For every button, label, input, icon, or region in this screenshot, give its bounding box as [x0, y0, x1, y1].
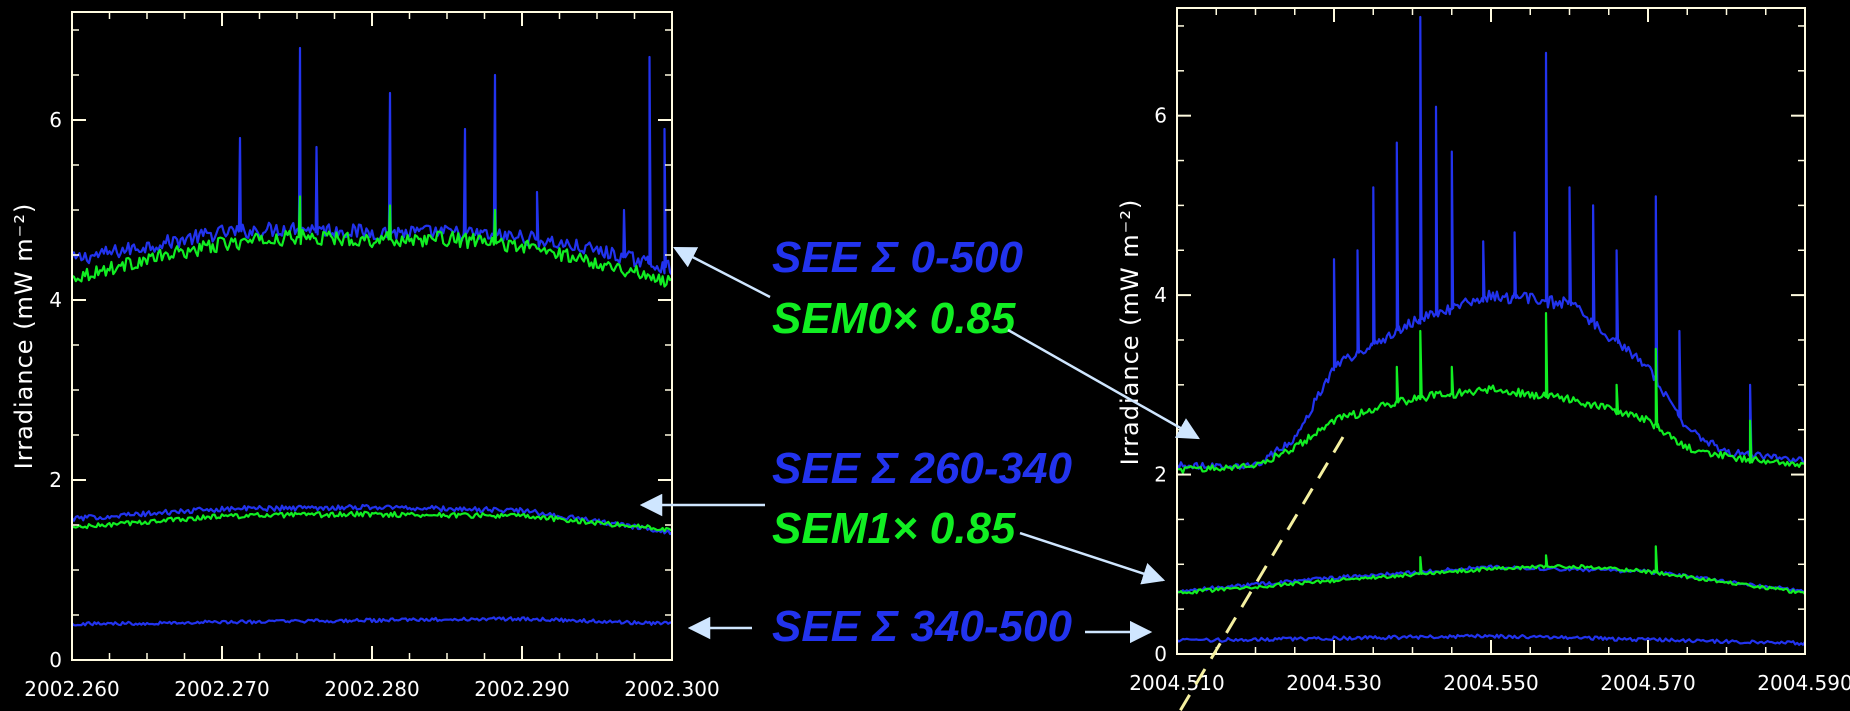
arrow-sem0-to-right [1007, 328, 1200, 440]
x-tick-label: 2004.530 [1286, 671, 1381, 695]
series-line-see-0-500 [72, 46, 672, 276]
y-tick-label: 2 [49, 468, 62, 492]
series-line-see-260-340 [1177, 564, 1805, 594]
x-tick-label: 2002.270 [174, 677, 269, 701]
x-tick-label: 2004.550 [1443, 671, 1538, 695]
left-chart-panel: 2002.260 2002.270 2002.280 2002.290 2002.300… [10, 11, 720, 701]
y-tick-label: 0 [49, 648, 62, 672]
dashed-guide-line [1178, 436, 1345, 711]
y-tick-label: 4 [1154, 283, 1167, 307]
axes-frame [71, 11, 673, 661]
y-tick-label: 4 [49, 288, 62, 312]
right-chart-panel: 2004.510 2004.530 2004.550 2004.570 2004.590… [1116, 7, 1850, 695]
label-see-340-500: SEE Σ 340-500 [772, 602, 1072, 651]
y-tick-label: 2 [1154, 463, 1167, 487]
x-tick-label: 2002.300 [624, 677, 719, 701]
legend-annotations: SEE Σ 0-500 SEM0× 0.85 SEE Σ 260-340 SEM… [772, 233, 1072, 651]
label-see-0-500: SEE Σ 0-500 [772, 233, 1024, 282]
arrow-sem1-to-right [1019, 531, 1166, 585]
series-line-sem0-0-85 [72, 195, 672, 288]
y-axis-title: Irradiance (mW m⁻²) [1116, 199, 1144, 466]
series-group [72, 46, 672, 627]
x-tick-label: 2004.590 [1757, 671, 1850, 695]
y-tick-label: 0 [1154, 642, 1167, 666]
series-line-sem0-0-85 [1177, 312, 1805, 474]
label-see-260-340: SEE Σ 260-340 [772, 444, 1072, 493]
x-tick-label: 2002.260 [24, 677, 119, 701]
y-tick-label: 6 [49, 108, 62, 132]
label-sem1: SEM1× 0.85 [772, 504, 1016, 553]
series-line-sem1-0-85 [72, 510, 672, 533]
series-line-see-0-500 [1177, 15, 1805, 470]
series-group [1177, 15, 1805, 646]
series-line-see-260-340 [72, 503, 672, 536]
label-sem0: SEM0× 0.85 [772, 294, 1016, 343]
x-tick-label: 2004.510 [1129, 671, 1224, 695]
series-line-sem1-0-85 [1177, 545, 1805, 595]
y-tick-label: 6 [1154, 104, 1167, 128]
x-tick-label: 2002.280 [324, 677, 419, 701]
arrow-see0-to-left [673, 246, 771, 299]
series-line-see-340-500 [1177, 633, 1805, 646]
x-tick-label: 2002.290 [474, 677, 569, 701]
axes-frame [1176, 7, 1806, 655]
series-line-see-340-500 [72, 616, 672, 627]
x-tick-label: 2004.570 [1600, 671, 1695, 695]
y-axis-title: Irradiance (mW m⁻²) [10, 203, 38, 470]
annotation-arrows [639, 246, 1200, 644]
